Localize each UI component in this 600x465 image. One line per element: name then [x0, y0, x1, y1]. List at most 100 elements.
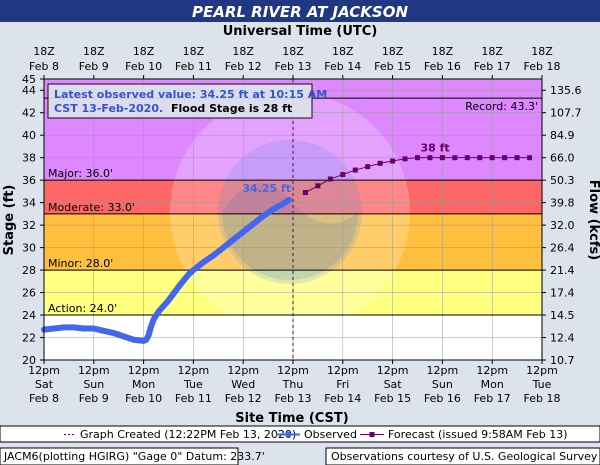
stage-lines: Action: 24.0' Minor: 28.0' Moderate: 33.0'…	[44, 79, 542, 360]
bottom-tick-weekday: Sat	[384, 378, 403, 391]
observed-point	[231, 237, 236, 242]
y-tick-label: 34	[22, 197, 36, 210]
top-tick-hour: 18Z	[282, 45, 304, 58]
top-tick-hour: 18Z	[531, 45, 553, 58]
observed-point	[61, 325, 66, 330]
observed-point	[121, 334, 126, 339]
forecast-point	[390, 158, 396, 164]
bottom-tick-weekday: Sat	[35, 378, 54, 391]
bottom-tick-weekday: Wed	[231, 378, 255, 391]
y-tick-label: 22	[22, 332, 36, 345]
forecast-point	[527, 155, 533, 161]
observed-point	[156, 309, 161, 314]
flow-tick-label: 50.3	[550, 174, 575, 187]
bottom-tick-weekday: Tue	[183, 378, 203, 391]
forecast-point	[427, 155, 433, 161]
info-box: Latest observed value: 34.25 ft at 10:15…	[47, 83, 327, 119]
y2-axis-title: Flow (kcfs)	[586, 180, 600, 260]
legend: Graph Created (12:22PM Feb 13, 2020) Obs…	[0, 425, 600, 443]
bottom-tick-weekday: Sun	[83, 378, 104, 391]
y-tick-label: 36	[22, 174, 36, 187]
observed-point	[144, 337, 149, 342]
y-axis-title: Stage (ft)	[2, 185, 17, 256]
footer: JACM6(plotting HGIRG) "Gage 0" Datum: 23…	[0, 447, 600, 465]
y-tick-label: 38	[22, 152, 36, 165]
forecast-point	[415, 155, 420, 161]
bottom-axis-title: Site Time (CST)	[235, 411, 348, 426]
observed-point	[241, 229, 246, 234]
bottom-tick-time: 12pm	[28, 364, 60, 377]
footer-datum: JACM6(plotting HGIRG) "Gage 0" Datum: 23…	[3, 450, 265, 463]
flow-tick-label: 21.4	[550, 264, 575, 277]
bottom-tick-date: Feb 18	[524, 392, 561, 405]
top-tick-date: Feb 8	[29, 60, 59, 73]
observed-point	[151, 317, 156, 322]
top-tick-hour: 18Z	[33, 45, 55, 58]
observed-value-label: 34.25 ft	[242, 182, 291, 195]
legend-forecast-marker	[369, 432, 375, 437]
forecast-point	[365, 164, 371, 170]
forecast-point	[352, 167, 358, 173]
info-line-1: Latest observed value: 34.25 ft at 10:15…	[54, 88, 327, 101]
top-tick-hour: 18Z	[332, 45, 354, 58]
bottom-tick-date: Feb 16	[424, 392, 461, 405]
stage-line-label: Moderate: 33.0'	[48, 201, 135, 214]
top-tick-date: Feb 15	[374, 60, 411, 73]
bottom-tick-weekday: Mon	[132, 378, 155, 391]
observed-point	[149, 324, 154, 329]
bottom-tick-time: 12pm	[178, 364, 210, 377]
record-label: Record: 43.3'	[465, 100, 538, 113]
forecast-point	[502, 155, 508, 161]
forecast-point	[477, 155, 483, 161]
top-tick-hour: 18Z	[382, 45, 404, 58]
y-tick-label: 20	[22, 354, 36, 367]
y-tick-label: 40	[22, 129, 36, 142]
observed-point	[146, 333, 151, 338]
flow-tick-label: 10.7	[550, 354, 575, 367]
bottom-tick-time: 12pm	[377, 364, 409, 377]
bottom-tick-weekday: Mon	[481, 378, 504, 391]
observed-point	[81, 326, 86, 331]
y-tick-label: 44	[22, 84, 36, 97]
stage-line-label: Minor: 28.0'	[48, 257, 113, 270]
bottom-tick-time: 12pm	[128, 364, 160, 377]
bottom-tick-date: Feb 15	[374, 392, 411, 405]
forecast-point	[315, 183, 321, 189]
bottom-tick-date: Feb 8	[29, 392, 59, 405]
top-tick-date: Feb 11	[175, 60, 212, 73]
flow-tick-label: 107.7	[550, 107, 582, 120]
top-tick-hour: 18Z	[432, 45, 454, 58]
flow-tick-label: 135.6	[550, 84, 582, 97]
forecast-point	[489, 155, 495, 161]
bottom-tick-time: 12pm	[277, 364, 309, 377]
chart-title: PEARL RIVER AT JACKSON	[192, 3, 408, 21]
bottom-tick-time: 12pm	[78, 364, 110, 377]
flow-tick-label: 12.4	[550, 332, 575, 345]
bottom-tick-date: Feb 14	[324, 392, 361, 405]
observed-point	[211, 253, 216, 258]
flow-tick-label: 84.9	[550, 129, 575, 142]
top-tick-date: Feb 16	[424, 60, 461, 73]
forecast-point	[514, 155, 520, 161]
bottom-tick-time: 12pm	[227, 364, 259, 377]
forecast-point	[377, 160, 383, 166]
flow-tick-label: 26.4	[550, 242, 575, 255]
forecast-point	[464, 155, 470, 161]
y-tick-label: 24	[22, 309, 36, 322]
top-tick-date: Feb 13	[275, 60, 312, 73]
bottom-tick-date: Feb 17	[474, 392, 511, 405]
forecast-point	[452, 155, 458, 161]
title-bar	[0, 0, 600, 22]
bottom-tick-weekday: Fri	[336, 378, 349, 391]
forecast-point	[327, 176, 333, 182]
top-tick-date: Feb 14	[324, 60, 361, 73]
observed-point	[221, 245, 226, 250]
top-tick-hour: 18Z	[183, 45, 205, 58]
legend-observed-marker	[285, 431, 291, 438]
observed-point	[166, 298, 171, 303]
stage-line-label: Action: 24.0'	[48, 302, 117, 315]
